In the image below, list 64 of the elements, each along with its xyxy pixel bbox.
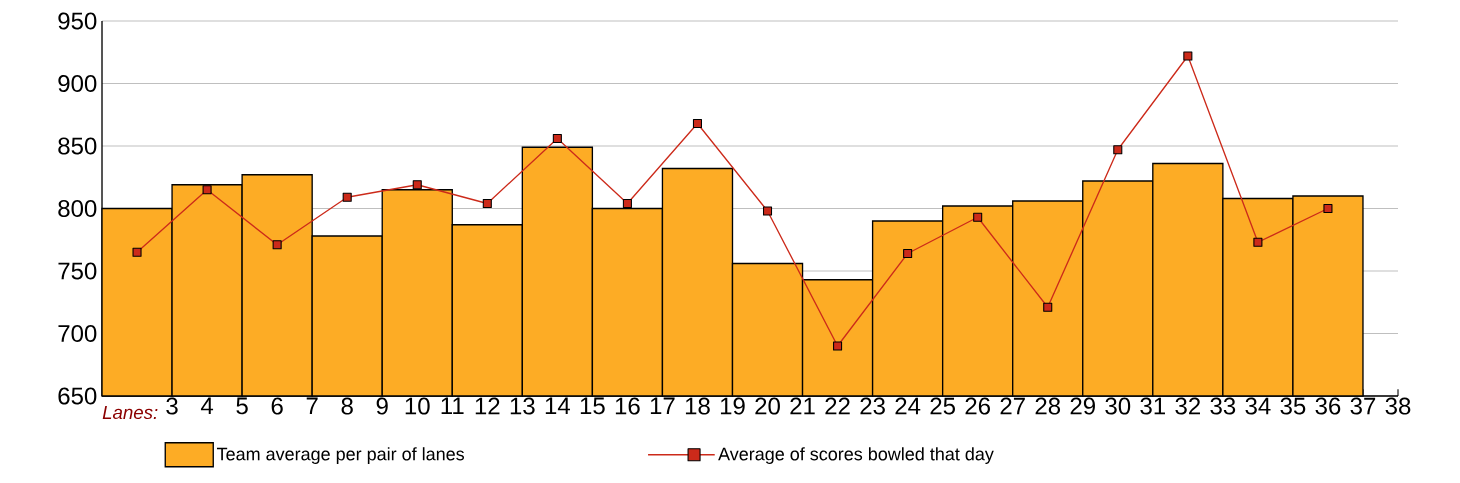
point	[692, 118, 702, 129]
x-tick-label: 37	[1350, 397, 1376, 415]
x-tick-label: 31	[1140, 397, 1165, 415]
point	[132, 247, 142, 257]
x-tick-label: 35	[1280, 397, 1306, 415]
x-tick-label: 14	[545, 397, 570, 415]
point	[1183, 51, 1193, 61]
point	[1113, 145, 1123, 155]
x-tick-label: 4	[200, 397, 214, 415]
point	[833, 341, 843, 351]
x-tick-label: 34	[1245, 397, 1271, 415]
point	[1253, 237, 1263, 247]
point	[272, 240, 282, 250]
y-tick-label: 900	[58, 74, 97, 92]
point	[552, 133, 562, 144]
x-tick-label: 3	[166, 397, 178, 415]
point	[342, 192, 352, 202]
point	[1323, 203, 1333, 214]
x-tick-label: 36	[1315, 397, 1341, 415]
x-tick-label: 30	[1105, 397, 1131, 415]
x-tick-label: 22	[825, 397, 850, 415]
y-tick-label: 650	[58, 387, 97, 405]
y-tick-label: 750	[58, 262, 97, 280]
point	[202, 185, 212, 195]
x-tick-label: 12	[475, 397, 500, 415]
x-tick-label: 8	[341, 397, 353, 415]
x-tick-label: 21	[790, 397, 815, 415]
point	[412, 180, 422, 190]
y-tick-label: 850	[58, 137, 97, 155]
x-tick-label: 7	[306, 397, 318, 415]
point	[482, 198, 492, 209]
x-tick-label: 27	[1000, 397, 1025, 415]
x-tick-label: 16	[615, 397, 640, 415]
point	[1043, 302, 1053, 312]
x-tick-label: 19	[720, 397, 745, 415]
x-tick-label: 25	[930, 397, 955, 415]
y-tick-label: 950	[58, 12, 97, 30]
x-tick-label: 24	[895, 397, 921, 415]
point	[973, 212, 983, 222]
point	[903, 248, 913, 259]
x-tick-label: 18	[685, 397, 710, 415]
point	[622, 198, 632, 209]
x-tick-label: 32	[1175, 397, 1200, 415]
x-tick-label: 11	[441, 397, 464, 415]
legend-label: Average of scores bowled that day	[718, 447, 994, 464]
x-tick-label: 10	[405, 397, 430, 415]
x-tick-label: 5	[236, 397, 248, 415]
y-tick-label: 700	[58, 324, 97, 342]
x-tick-label: 6	[271, 397, 283, 415]
point	[762, 206, 773, 216]
x-tick-label: 17	[650, 397, 675, 415]
x-tick-label: 33	[1210, 397, 1236, 415]
x-tick-label: 38	[1385, 397, 1411, 415]
x-tick-label: 9	[376, 397, 388, 415]
legend-label: Team average per pair of lanes	[216, 447, 465, 464]
x-tick-label: 15	[580, 397, 605, 415]
x-tick-label: 26	[965, 397, 990, 415]
x-tick-label: 28	[1035, 397, 1061, 415]
x-tick-label: 13	[510, 397, 535, 415]
x-axis-title: Lanes:	[102, 406, 158, 420]
x-tick-label: 23	[860, 397, 885, 415]
x-tick-label: 29	[1070, 397, 1095, 415]
y-tick-label: 800	[58, 199, 97, 217]
x-tick-label: 20	[755, 397, 780, 415]
